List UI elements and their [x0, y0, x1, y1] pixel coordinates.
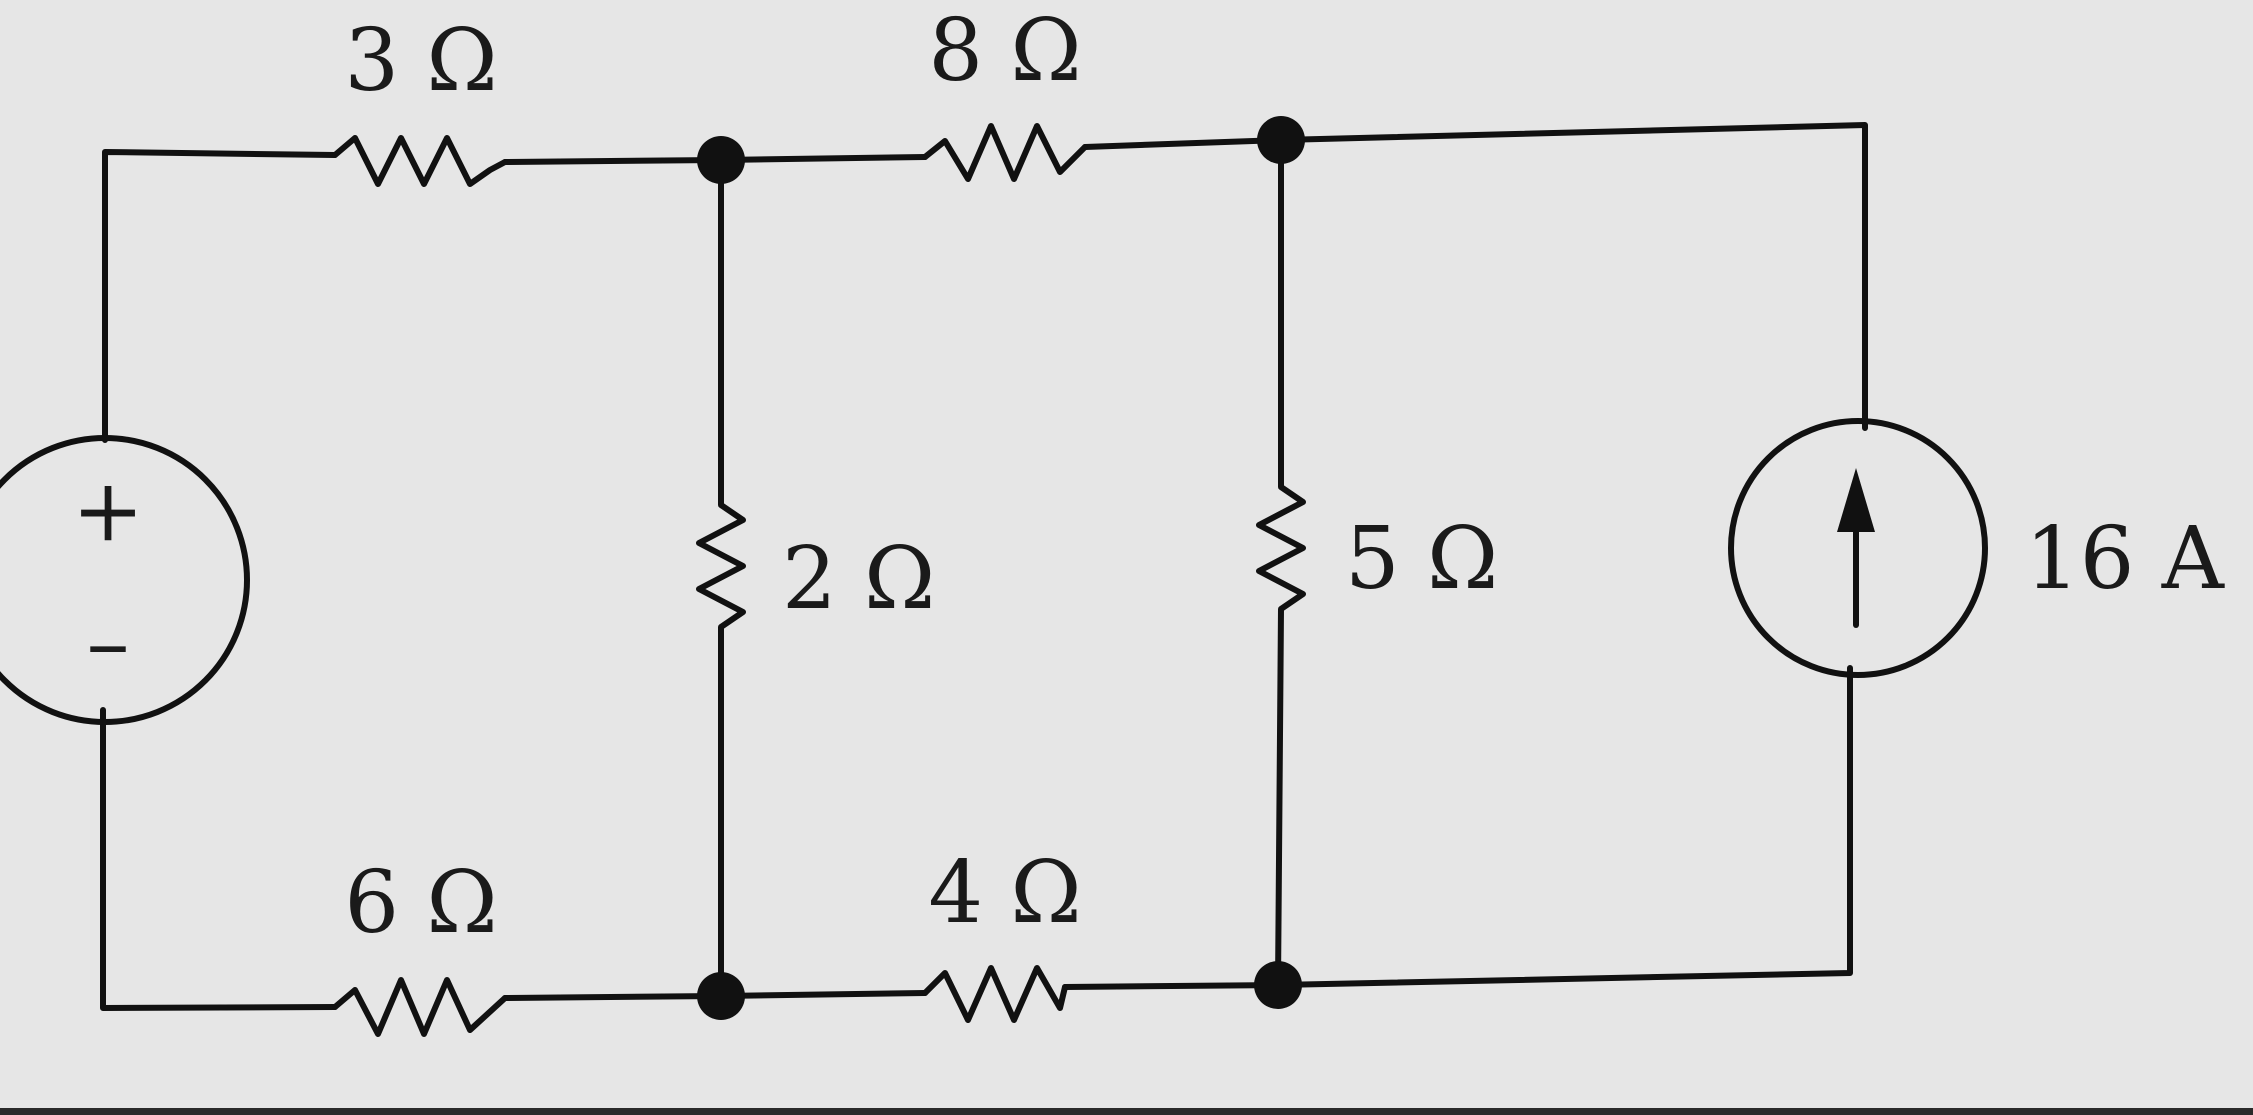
- voltage-source: + –: [0, 438, 247, 722]
- junction-node: [1254, 961, 1302, 1009]
- current-source: [1731, 421, 1985, 675]
- resistor-5-ohm-label: 5 Ω: [1345, 509, 1498, 609]
- wire-center-branch: [699, 160, 743, 996]
- resistor-2-ohm-label: 2 Ω: [782, 529, 935, 629]
- arrow-head-icon: [1837, 468, 1875, 532]
- voltage-source-minus-sign: –: [87, 593, 130, 693]
- wire-bottom-3: [1065, 668, 1850, 987]
- wire-bottom-1: [505, 996, 721, 998]
- wire-left-top: [105, 152, 335, 440]
- resistor-8-ohm-label: 8 Ω: [928, 1, 1081, 101]
- wire-right-branch: [1259, 140, 1303, 985]
- junction-node: [697, 972, 745, 1020]
- bottom-edge-band: [0, 1108, 2253, 1115]
- wire-left-bottom: [103, 710, 335, 1008]
- current-source-label: 16 A: [2025, 509, 2225, 609]
- junction-node: [1257, 116, 1305, 164]
- wire-bottom-2: [721, 993, 925, 996]
- resistor-3-ohm: [335, 138, 505, 184]
- wire-top-1: [505, 160, 721, 162]
- resistor-6-ohm: [335, 980, 505, 1034]
- resistor-8-ohm: [925, 126, 1085, 179]
- junction-node: [697, 136, 745, 184]
- resistor-6-ohm-label: 6 Ω: [344, 853, 497, 953]
- wire-top-2: [721, 157, 925, 160]
- resistor-4-ohm-label: 4 Ω: [928, 843, 1081, 943]
- resistor-4-ohm: [925, 968, 1065, 1020]
- wire-top-3: [1085, 125, 1865, 428]
- resistor-3-ohm-label: 3 Ω: [344, 11, 497, 111]
- voltage-source-plus-sign: +: [72, 461, 144, 561]
